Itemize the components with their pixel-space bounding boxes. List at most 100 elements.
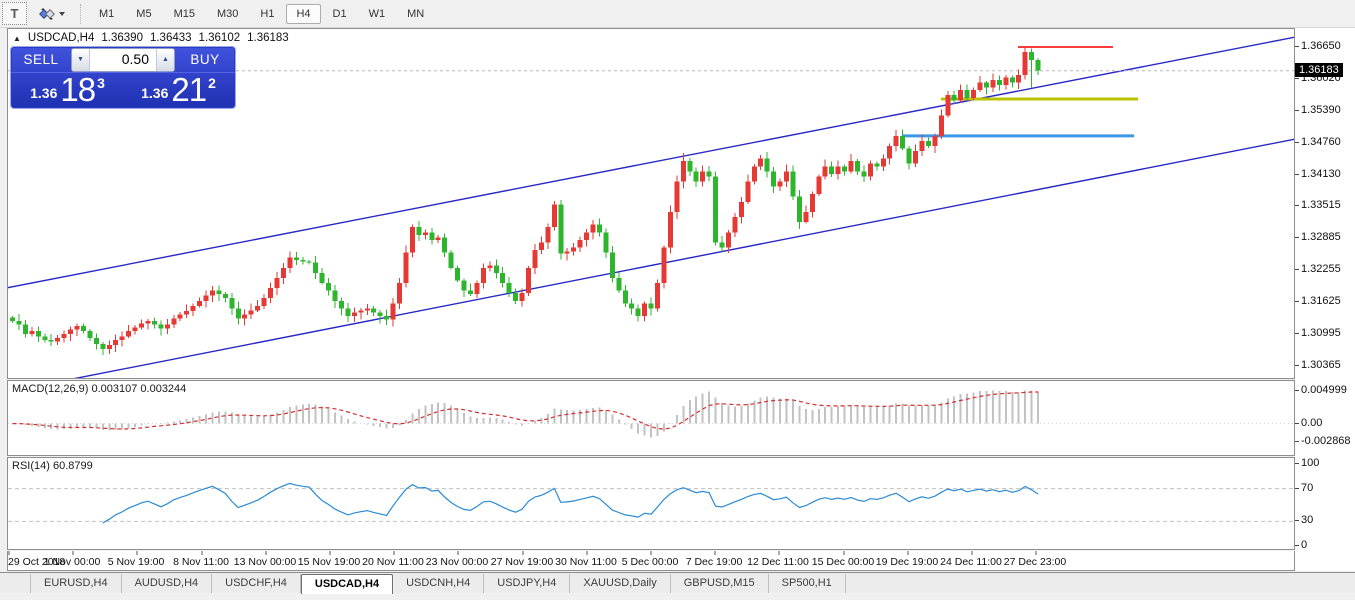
collapse-chart-icon[interactable]: ▲ [13,33,21,43]
rsi-chart [8,482,1294,524]
time-axis-label: 19 Dec 19:00 [875,556,939,568]
price-tick [1295,174,1299,175]
price-tick [1295,78,1299,79]
rsi-tick [1295,463,1299,464]
time-axis-label: 8 Nov 11:00 [173,556,229,568]
one-click-trading-panel: SELL ▼ 0.50 ▲ BUY 1.36 18 3 1.36 21 2 [10,46,236,110]
buy-price-button[interactable]: 1.36 21 2 [124,71,233,108]
macd-axis-label: -0.002868 [1301,435,1351,447]
time-axis-label: 20 Nov 11:00 [362,556,424,568]
toolbar: T M1 M5 M15 M30 H1 H4 D1 W1 MN [0,0,1355,28]
time-axis-label: 12 Dec 11:00 [747,556,809,568]
text-tool-icon: T [10,6,19,21]
timeframe-button-m30[interactable]: M30 [216,7,239,20]
rsi-axis-label: 0 [1301,539,1308,551]
price-axis-label: 1.32885 [1301,231,1341,243]
sell-price-sup: 3 [97,75,105,91]
dropdown-caret-icon [59,11,65,16]
price-axis-label: 1.34130 [1301,168,1341,180]
price-axis-label: 1.34760 [1301,136,1341,148]
macd-chart [8,390,1294,438]
time-axis-label: 30 Nov 11:00 [555,556,617,568]
macd-axis-label: 0.00 [1301,417,1323,429]
macd-tick [1295,441,1299,442]
time-axis-label: 24 Dec 11:00 [940,556,1002,568]
volume-increase-button[interactable]: ▲ [156,48,174,71]
price-axis-label: 1.33515 [1301,199,1341,211]
chart-tab-eurusd-h4[interactable]: EURUSD,H4 [30,574,122,593]
current-price-tag: 1.36183 [1295,63,1343,77]
price-axis-label: 1.31625 [1301,295,1341,307]
chart-tab-usdchf-h4[interactable]: USDCHF,H4 [212,574,301,593]
time-axis-label: 27 Dec 23:00 [1003,556,1067,568]
buy-button[interactable]: BUY [190,52,220,67]
price-axis-label: 1.36650 [1301,40,1341,52]
price-tick [1295,142,1299,143]
timeframe-buttons: M1 M5 M15 M30 H1 H4 D1 W1 MN [89,3,434,24]
time-axis-label: 29 Oct 2018 [8,556,66,568]
rsi-axis-label: 70 [1301,482,1314,494]
macd-label: MACD(12,26,9) 0.003107 0.003244 [12,383,187,395]
symbol-period-label: USDCAD,H4 [27,32,95,44]
time-axis-label: 23 Nov 00:00 [425,556,489,568]
price-tick [1295,365,1299,366]
timeframe-button-d1[interactable]: D1 [332,7,347,20]
volume-control: ▼ 0.50 ▲ [71,47,175,72]
price-tick [1295,269,1299,270]
volume-decrease-button[interactable]: ▼ [72,48,90,71]
chart-header: ▲ USDCAD,H4 1.36390 1.36433 1.36102 1.36… [13,32,289,44]
timeframe-button-h1[interactable]: H1 [260,7,275,20]
close-value: 1.36183 [247,32,289,44]
buy-price-main: 21 [171,71,207,108]
macd-pane[interactable] [7,380,1295,456]
timeframe-button-m5[interactable]: M5 [136,7,152,20]
timeframe-button-h4[interactable]: H4 [286,3,321,24]
chart-tab-gbpusd-m15[interactable]: GBPUSD,M15 [671,574,769,593]
timeframe-button-mn[interactable]: MN [407,7,425,20]
chart-tab-audusd-h4[interactable]: AUDUSD,H4 [122,574,213,593]
chart-tab-bar: EURUSD,H4 AUDUSD,H4 USDCHF,H4 USDCAD,H4 USDC… [0,572,1355,594]
buy-price-sup: 2 [208,75,216,91]
open-value: 1.36390 [101,32,143,44]
candlestick-chart[interactable] [8,29,1294,378]
sell-price-button[interactable]: 1.36 18 3 [13,71,122,108]
rsi-label: RSI(14) 60.8799 [12,460,93,472]
sell-button[interactable]: SELL [23,52,59,67]
sell-price-prefix: 1.36 [30,85,58,102]
price-axis-label: 1.35390 [1301,104,1341,116]
time-axis-label: 5 Nov 19:00 [107,556,165,568]
chart-tab-xauusd-daily[interactable]: XAUUSD,Daily [570,574,671,593]
price-tick [1295,110,1299,111]
price-tick [1295,301,1299,302]
indicators-button[interactable] [33,2,71,25]
sell-price-main: 18 [60,71,96,108]
chart-tab-sp500-h1[interactable]: SP500,H1 [769,574,846,593]
time-axis-label: 15 Nov 19:00 [297,556,361,568]
time-axis-label: 13 Nov 00:00 [233,556,297,568]
timeframe-button-w1[interactable]: W1 [368,7,386,20]
toolbar-separator [80,3,82,24]
macd-tick [1295,390,1299,391]
time-axis[interactable] [7,551,1295,571]
chart-tab-usdcad-h4[interactable]: USDCAD,H4 [300,574,394,594]
price-axis-column[interactable] [1295,28,1355,571]
time-axis-label: 15 Dec 00:00 [811,556,875,568]
low-value: 1.36102 [198,32,241,44]
chart-tab-usdjpy-h4[interactable]: USDJPY,H4 [484,574,571,593]
volume-up-icon: ▲ [162,56,169,63]
price-tick [1295,46,1299,47]
volume-input[interactable]: 0.50 [121,50,149,67]
price-tick [1295,237,1299,238]
price-tick [1295,333,1299,334]
time-ticks [8,551,1037,555]
timeframe-button-m1[interactable]: M1 [99,7,115,20]
chart-tab-usdcnh-h4[interactable]: USDCNH,H4 [393,574,485,593]
time-axis-label: 27 Nov 19:00 [490,556,554,568]
rsi-pane[interactable] [7,457,1295,550]
price-tick [1295,205,1299,206]
time-axis-label: 7 Dec 19:00 [685,556,743,568]
text-tool-button[interactable]: T [2,2,27,25]
timeframe-button-m15[interactable]: M15 [173,7,195,20]
macd-tick [1295,423,1299,424]
time-axis-label: 5 Dec 00:00 [621,556,679,568]
